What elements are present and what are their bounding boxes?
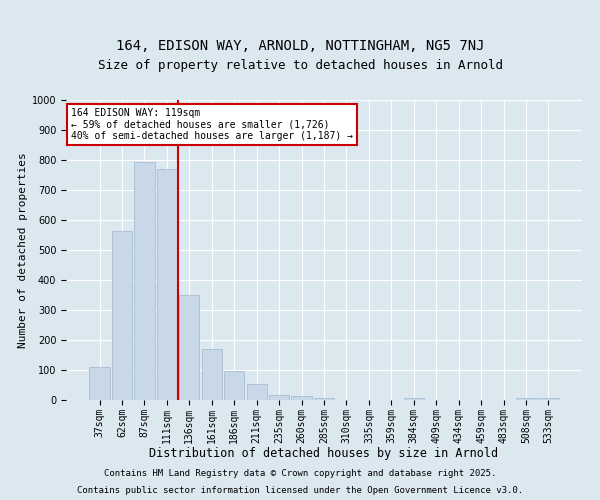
Bar [292,396,311,400]
Bar [157,169,177,400]
Bar [134,162,155,400]
Bar [516,398,536,400]
Bar [314,398,334,400]
Text: Contains HM Land Registry data © Crown copyright and database right 2025.: Contains HM Land Registry data © Crown c… [104,468,496,477]
Bar [179,295,199,400]
Bar [112,230,132,400]
Text: 164 EDISON WAY: 119sqm
← 59% of detached houses are smaller (1,726)
40% of semi-: 164 EDISON WAY: 119sqm ← 59% of detached… [71,108,353,140]
Y-axis label: Number of detached properties: Number of detached properties [17,152,28,348]
Bar [269,394,289,400]
Bar [538,398,559,400]
Bar [224,371,244,400]
X-axis label: Distribution of detached houses by size in Arnold: Distribution of detached houses by size … [149,447,499,460]
Bar [404,398,424,400]
Text: 164, EDISON WAY, ARNOLD, NOTTINGHAM, NG5 7NJ: 164, EDISON WAY, ARNOLD, NOTTINGHAM, NG5… [116,38,484,52]
Bar [247,384,267,400]
Bar [202,349,222,400]
Text: Size of property relative to detached houses in Arnold: Size of property relative to detached ho… [97,60,503,72]
Bar [89,367,110,400]
Text: Contains public sector information licensed under the Open Government Licence v3: Contains public sector information licen… [77,486,523,495]
